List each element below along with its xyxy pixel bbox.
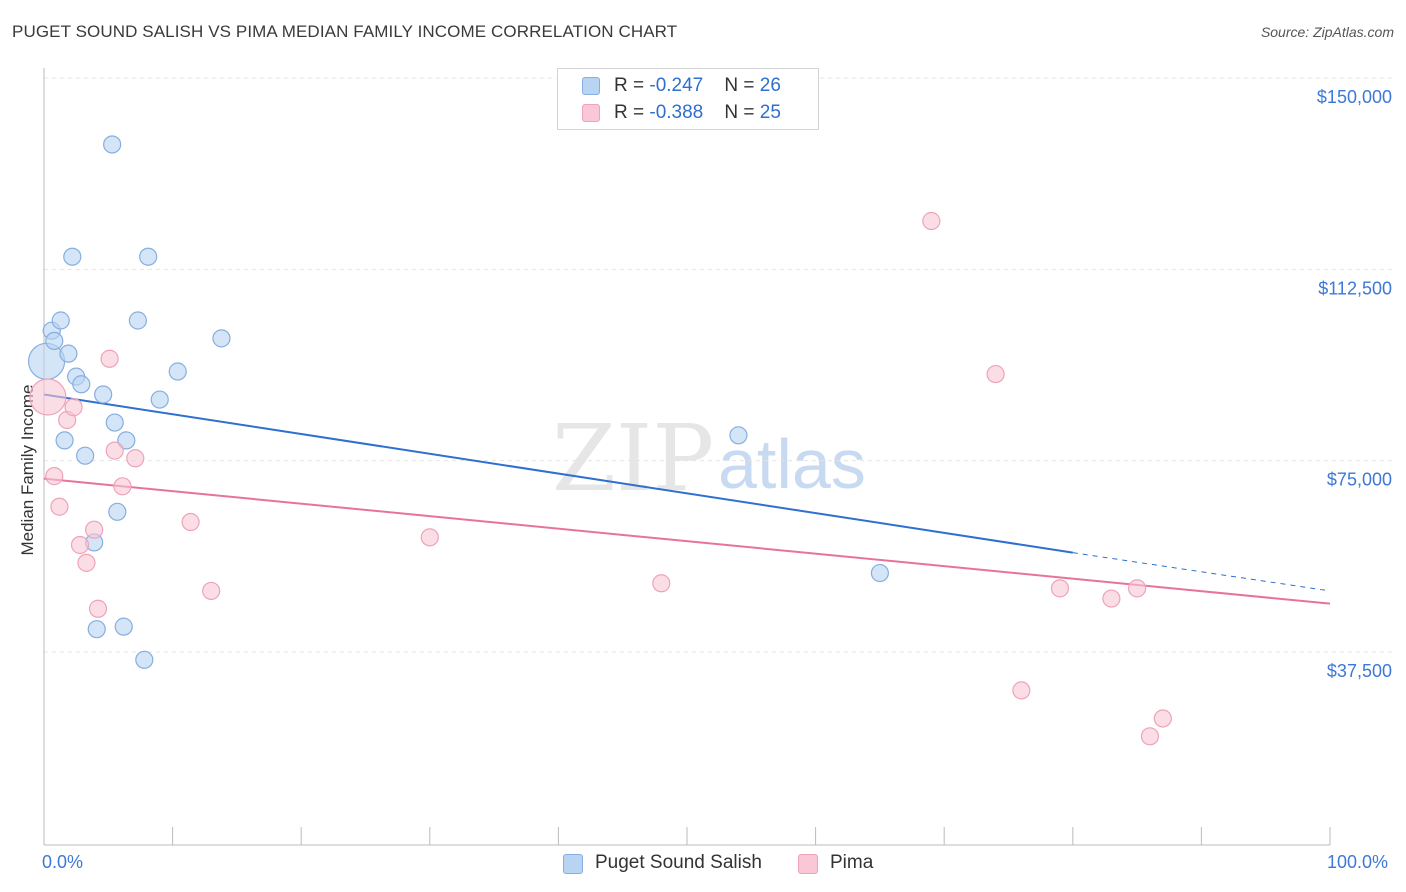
- point-puget: [94, 385, 113, 404]
- y-tick-label: $75,000: [1327, 470, 1392, 490]
- point-pima: [1140, 727, 1160, 746]
- point-puget: [168, 362, 187, 381]
- point-pima: [70, 535, 90, 555]
- legend-swatch-pink: [798, 854, 818, 874]
- point-puget: [87, 620, 106, 639]
- point-pima: [986, 364, 1005, 384]
- trend-line-puget: [43, 393, 1073, 554]
- n-value-pima: 25: [759, 102, 781, 123]
- legend-swatch-pink: [582, 104, 600, 122]
- point-pima: [202, 581, 221, 601]
- legend-label-pima: Pima: [830, 852, 874, 873]
- n-label: N =: [724, 75, 760, 96]
- source-label: Source: ZipAtlas.com: [1260, 24, 1394, 40]
- point-pima: [1012, 681, 1031, 700]
- legend-swatch-blue: [582, 77, 600, 95]
- trend-line-puget-extension: [1072, 552, 1331, 592]
- point-puget: [63, 247, 82, 266]
- point-puget: [105, 413, 124, 432]
- point-pima: [50, 497, 69, 516]
- n-value-puget: 26: [759, 75, 781, 96]
- point-pima: [105, 441, 124, 460]
- watermark-zip: ZIP: [552, 405, 714, 512]
- point-pima: [1127, 579, 1147, 598]
- point-pima: [922, 211, 941, 231]
- point-pima: [126, 449, 145, 468]
- y-tick-label: $37,500: [1327, 661, 1392, 681]
- point-pima: [45, 467, 64, 486]
- point-pima: [113, 477, 132, 496]
- point-puget: [108, 502, 127, 521]
- n-label: N =: [724, 102, 760, 123]
- point-puget: [212, 329, 231, 348]
- point-pima: [1153, 709, 1172, 728]
- point-puget: [51, 311, 70, 330]
- series-legend: Puget Sound Salish Pima: [0, 852, 1406, 878]
- r-label: R =: [614, 102, 650, 123]
- r-label: R =: [614, 75, 650, 96]
- point-pima: [88, 599, 108, 618]
- point-puget: [45, 331, 64, 351]
- point-puget: [870, 563, 890, 583]
- r-value-pima: -0.388: [649, 102, 704, 123]
- point-puget: [76, 446, 95, 465]
- point-pima: [1050, 579, 1070, 598]
- point-puget: [27, 342, 66, 380]
- point-pima: [1102, 589, 1121, 608]
- x-tick-label-max: 100.0%: [1327, 852, 1389, 872]
- point-puget: [103, 135, 122, 154]
- point-puget: [729, 426, 748, 445]
- point-puget: [72, 375, 91, 394]
- correlation-legend: R = -0.247 N = 26 R = -0.388 N = 25: [557, 68, 819, 130]
- r-value-puget: -0.247: [649, 75, 704, 96]
- point-pima: [64, 398, 83, 417]
- legend-label-puget: Puget Sound Salish: [595, 852, 762, 873]
- point-puget: [117, 431, 136, 450]
- chart-title: PUGET SOUND SALISH VS PIMA MEDIAN FAMILY…: [12, 22, 678, 41]
- point-pima: [181, 512, 200, 532]
- legend-swatch-blue: [563, 854, 583, 874]
- point-puget: [59, 344, 78, 363]
- y-tick-label: $112,500: [1318, 278, 1392, 298]
- point-pima: [85, 520, 104, 539]
- trend-line-pima: [43, 477, 1331, 605]
- point-pima: [652, 574, 671, 593]
- point-puget: [135, 650, 154, 669]
- point-puget: [128, 311, 147, 330]
- y-tick-label: $150,000: [1317, 87, 1392, 107]
- x-tick-label-min: 0.0%: [42, 852, 84, 872]
- point-pima: [100, 349, 119, 368]
- point-puget: [55, 431, 74, 450]
- point-pima: [77, 553, 96, 572]
- point-puget: [114, 617, 133, 636]
- point-pima: [29, 378, 67, 416]
- point-puget: [150, 390, 169, 409]
- point-pima: [420, 528, 439, 547]
- point-puget: [139, 247, 158, 266]
